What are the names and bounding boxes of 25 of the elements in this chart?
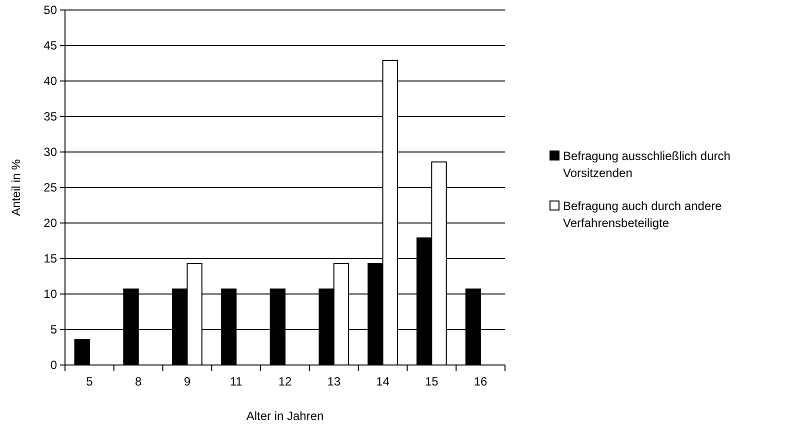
x-tick-label: 16 [474, 374, 488, 389]
legend-label: Befragung ausschließlich durch Vorsitzenden [563, 149, 730, 180]
y-tick-label: 5 [50, 322, 58, 336]
y-tick-label: 20 [44, 216, 58, 230]
y-tick-label: 25 [44, 180, 58, 194]
y-tick-label: 50 [44, 2, 58, 17]
y-tick-label: 40 [44, 74, 58, 88]
y-tick-label: 45 [44, 38, 58, 52]
x-tick-label: 14 [376, 374, 390, 389]
y-tick-label: 15 [44, 251, 58, 266]
legend-label: Befragung auch durch andere Verfahrensbeteiligte [563, 199, 722, 230]
x-tick-label: 9 [184, 374, 191, 389]
x-tick-label: 5 [86, 374, 94, 389]
x-tick-label: 13 [327, 374, 341, 389]
x-tick-label: 15 [424, 374, 439, 389]
y-tick-label: 30 [44, 144, 58, 159]
y-tick-label: 35 [44, 109, 58, 124]
y-tick-label: 10 [44, 286, 58, 301]
y-axis-title: Anteil in % [9, 158, 23, 216]
x-tick-label: 11 [230, 374, 243, 389]
bar [74, 338, 90, 366]
x-tick-label: 8 [134, 374, 142, 389]
x-tick-label: 12 [278, 374, 292, 389]
y-tick-label: 0 [50, 358, 58, 372]
x-axis-title: Alter in Jahren [246, 409, 324, 423]
